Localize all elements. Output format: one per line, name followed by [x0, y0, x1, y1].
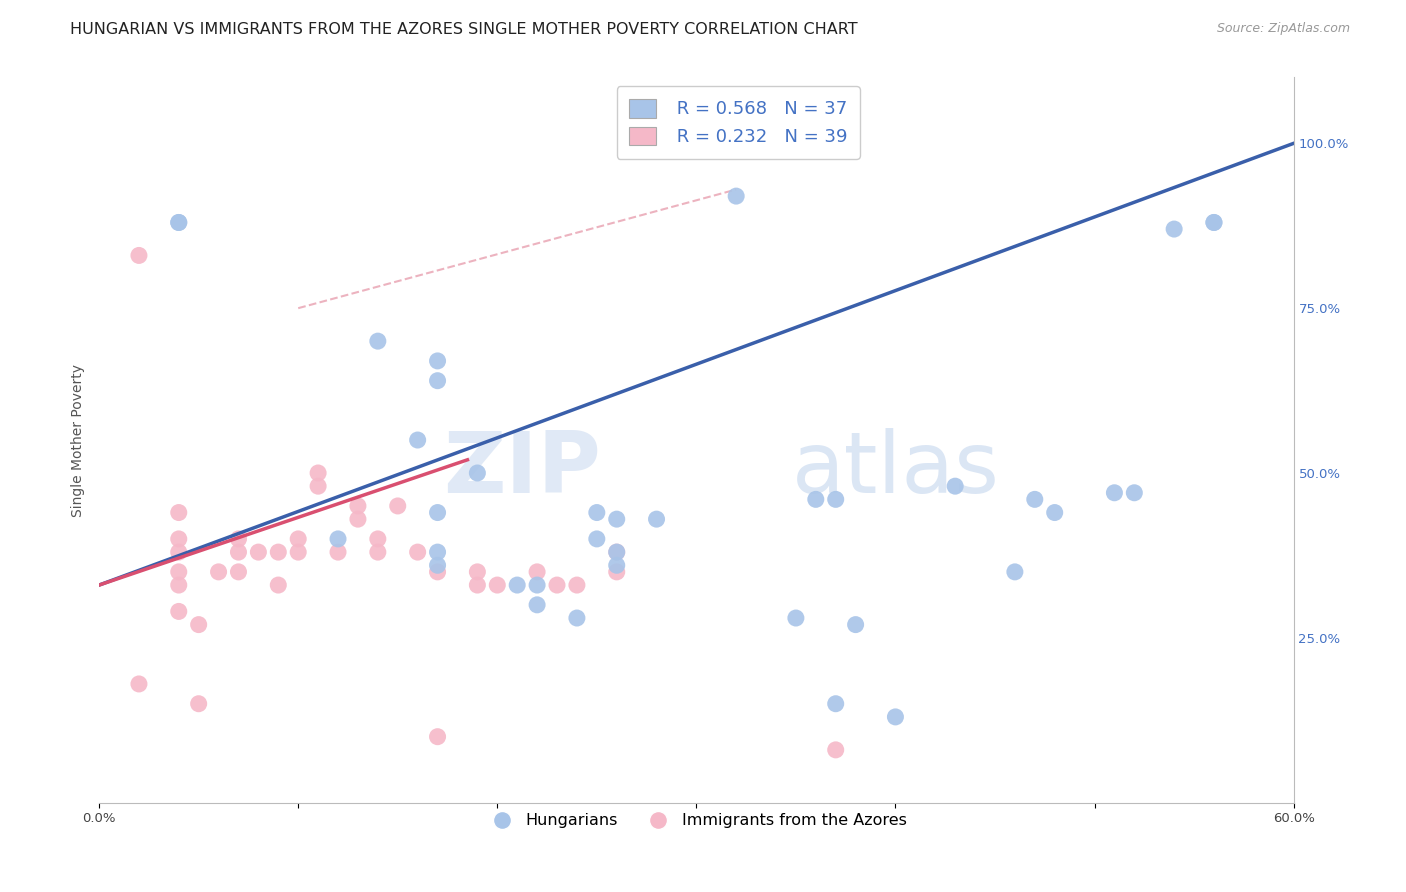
Point [1163, 222, 1185, 236]
Point [824, 743, 846, 757]
Point [1202, 215, 1225, 229]
Point [228, 565, 250, 579]
Point [426, 545, 449, 559]
Point [426, 374, 449, 388]
Point [326, 532, 349, 546]
Point [367, 545, 389, 559]
Point [1123, 485, 1146, 500]
Text: atlas: atlas [792, 427, 1000, 510]
Point [1104, 485, 1126, 500]
Point [1202, 215, 1225, 229]
Point [167, 565, 190, 579]
Point [606, 545, 628, 559]
Point [526, 598, 548, 612]
Point [467, 565, 489, 579]
Point [187, 697, 209, 711]
Point [167, 604, 190, 618]
Point [167, 532, 190, 546]
Point [267, 545, 290, 559]
Point [467, 578, 489, 592]
Point [585, 506, 607, 520]
Point [406, 545, 429, 559]
Point [367, 532, 389, 546]
Point [824, 492, 846, 507]
Point [228, 545, 250, 559]
Point [167, 215, 190, 229]
Point [565, 611, 588, 625]
Point [426, 558, 449, 573]
Point [247, 545, 270, 559]
Point [228, 532, 250, 546]
Point [347, 512, 370, 526]
Point [406, 433, 429, 447]
Point [824, 697, 846, 711]
Y-axis label: Single Mother Poverty: Single Mother Poverty [72, 364, 86, 516]
Point [287, 545, 309, 559]
Point [506, 578, 529, 592]
Point [943, 479, 966, 493]
Point [307, 466, 329, 480]
Point [467, 466, 489, 480]
Point [526, 578, 548, 592]
Point [785, 611, 807, 625]
Point [845, 617, 868, 632]
Point [606, 565, 628, 579]
Point [804, 492, 827, 507]
Point [585, 532, 607, 546]
Text: ZIP: ZIP [443, 427, 600, 510]
Point [426, 506, 449, 520]
Point [486, 578, 509, 592]
Point [128, 248, 150, 262]
Point [367, 334, 389, 348]
Point [326, 545, 349, 559]
Point [187, 617, 209, 632]
Point [287, 532, 309, 546]
Point [307, 479, 329, 493]
Point [347, 499, 370, 513]
Point [167, 506, 190, 520]
Point [207, 565, 229, 579]
Text: HUNGARIAN VS IMMIGRANTS FROM THE AZORES SINGLE MOTHER POVERTY CORRELATION CHART: HUNGARIAN VS IMMIGRANTS FROM THE AZORES … [70, 22, 858, 37]
Point [606, 558, 628, 573]
Point [725, 189, 748, 203]
Point [387, 499, 409, 513]
Point [167, 578, 190, 592]
Point [426, 565, 449, 579]
Point [1004, 565, 1026, 579]
Point [1024, 492, 1046, 507]
Point [645, 512, 668, 526]
Point [267, 578, 290, 592]
Point [167, 215, 190, 229]
Point [426, 730, 449, 744]
Point [526, 565, 548, 579]
Point [565, 578, 588, 592]
Point [1043, 506, 1066, 520]
Text: Source: ZipAtlas.com: Source: ZipAtlas.com [1216, 22, 1350, 36]
Legend: Hungarians, Immigrants from the Azores: Hungarians, Immigrants from the Azores [479, 806, 914, 835]
Point [884, 710, 907, 724]
Point [606, 545, 628, 559]
Point [606, 512, 628, 526]
Point [426, 354, 449, 368]
Point [128, 677, 150, 691]
Point [167, 545, 190, 559]
Point [546, 578, 568, 592]
